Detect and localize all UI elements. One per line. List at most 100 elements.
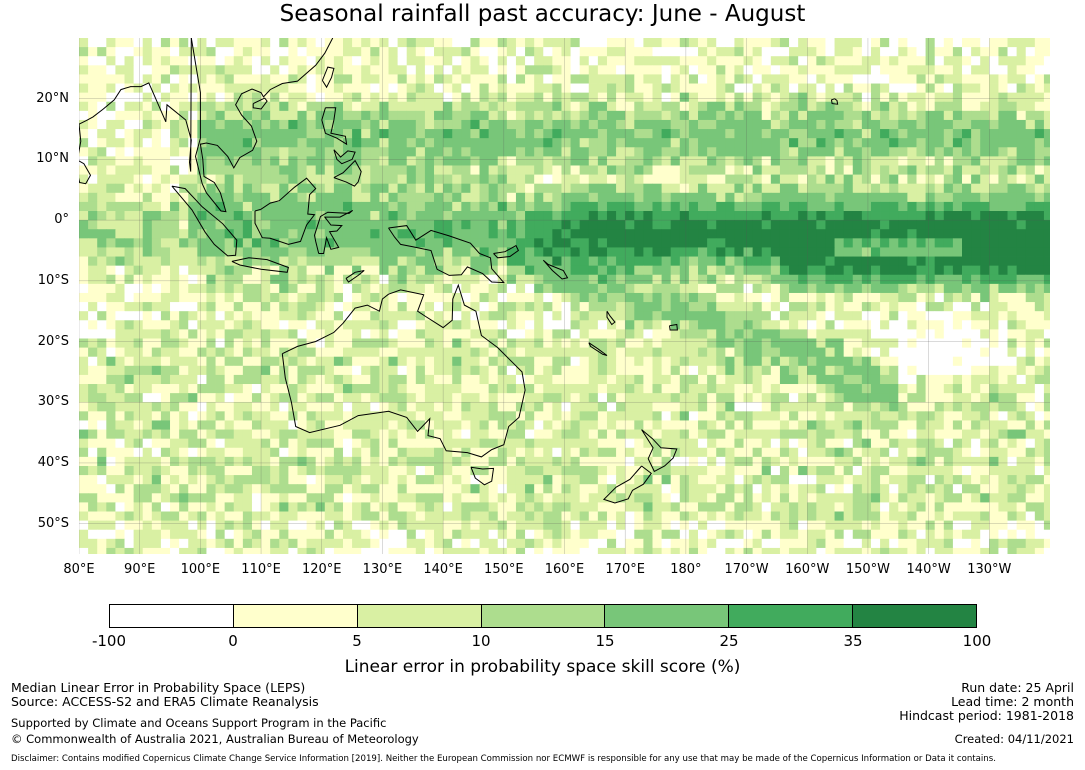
skill-cell [579, 347, 590, 358]
skill-cell [916, 238, 926, 248]
skill-cell [1043, 38, 1050, 48]
skill-cell [206, 256, 216, 267]
skill-cell [297, 38, 307, 48]
skill-cell [707, 156, 717, 166]
skill-cell [880, 320, 890, 330]
skill-cell [971, 83, 981, 94]
skill-cell [397, 110, 408, 121]
skill-cell [998, 74, 1008, 84]
skill-cell [761, 192, 772, 203]
skill-cell [798, 174, 808, 185]
skill-cell [124, 174, 135, 185]
skill-cell [743, 183, 754, 194]
skill-cell [752, 374, 763, 385]
skill-cell [197, 183, 207, 194]
skill-cell [525, 356, 535, 367]
skill-cell [397, 229, 408, 239]
skill-cell [115, 274, 125, 285]
skill-cell [525, 138, 535, 148]
skill-cell [1043, 165, 1050, 175]
skill-cell [898, 47, 908, 57]
skill-cell [288, 274, 298, 285]
skill-cell [515, 165, 526, 175]
skill-cell [752, 347, 763, 358]
skill-cell [251, 247, 262, 257]
skill-cell [798, 447, 808, 458]
skill-cell [934, 83, 945, 94]
skill-cell [215, 402, 226, 412]
skill-cell [206, 101, 216, 112]
skill-cell [880, 101, 890, 112]
skill-cell [479, 47, 490, 57]
skill-cell [224, 201, 235, 212]
skill-cell [552, 183, 562, 194]
skill-cell [925, 119, 936, 130]
skill-cell [160, 74, 171, 84]
skill-cell [525, 256, 535, 267]
skill-cell [151, 292, 162, 303]
skill-cell [634, 292, 644, 303]
skill-cell [552, 165, 562, 175]
skill-cell [570, 302, 581, 312]
skill-cell [907, 83, 917, 94]
skill-cell [151, 402, 162, 412]
skill-cell [634, 265, 644, 276]
skill-cell [133, 119, 144, 130]
skill-cell [388, 447, 399, 458]
skill-cell [1043, 265, 1050, 276]
skill-cell [151, 302, 162, 312]
skill-cell [688, 38, 699, 48]
skill-cell [679, 411, 690, 421]
skill-cell [361, 238, 371, 248]
skill-cell [160, 292, 171, 303]
skill-cell [479, 456, 490, 467]
skill-cell [242, 201, 253, 212]
skill-cell [907, 292, 917, 303]
skill-cell [880, 147, 890, 157]
skill-cell [479, 229, 490, 239]
skill-cell [679, 220, 690, 230]
skill-cell [679, 138, 690, 148]
skill-cell [834, 38, 845, 48]
skill-cell [789, 220, 799, 230]
skill-cell [479, 119, 490, 130]
skill-cell [971, 256, 981, 267]
skill-cell [261, 274, 271, 285]
skill-cell [597, 119, 608, 130]
skill-cell [352, 56, 362, 66]
skill-cell [616, 47, 626, 57]
skill-cell [361, 320, 371, 330]
skill-cell [1034, 47, 1045, 57]
skill-cell [661, 265, 672, 276]
skill-cell [142, 456, 153, 467]
skill-cell [352, 247, 362, 257]
skill-cell [661, 402, 672, 412]
skill-cell [734, 201, 744, 212]
skill-cell [989, 365, 999, 376]
skill-cell [907, 74, 917, 84]
skill-cell [898, 92, 908, 103]
skill-cell [934, 384, 945, 394]
skill-cell [898, 247, 908, 257]
skill-cell [898, 38, 908, 48]
skill-cell [870, 56, 881, 66]
skill-cell [852, 74, 863, 84]
skill-cell [752, 265, 763, 276]
skill-cell [616, 356, 626, 367]
skill-cell [852, 447, 863, 458]
skill-cell [288, 138, 298, 148]
skill-cell [415, 265, 426, 276]
skill-cell [543, 384, 553, 394]
skill-cell [515, 247, 526, 257]
skill-cell [443, 320, 453, 330]
skill-cell [579, 411, 590, 421]
skill-cell [834, 256, 845, 267]
skill-cell [534, 265, 544, 276]
skill-cell [488, 374, 499, 385]
skill-cell [470, 119, 480, 130]
skill-cell [142, 211, 153, 221]
skill-cell [925, 92, 936, 103]
skill-cell [170, 238, 180, 248]
skill-cell [688, 174, 699, 185]
skill-cell [452, 420, 462, 430]
